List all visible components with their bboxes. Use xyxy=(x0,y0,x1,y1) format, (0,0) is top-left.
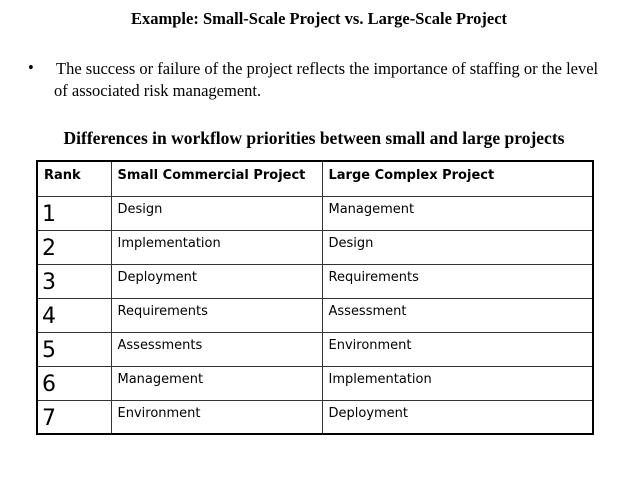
header-large-project: Large Complex Project xyxy=(321,160,594,197)
large-project-cell: Management xyxy=(321,195,594,231)
large-project-cell: Deployment xyxy=(321,399,594,435)
table-row: 7 Environment Deployment xyxy=(36,399,594,435)
slide-title: Example: Small-Scale Project vs. Large-S… xyxy=(130,9,508,28)
bullet-marker: • xyxy=(28,58,34,77)
table-row: 6 Management Implementation xyxy=(36,365,594,401)
bullet-text: The success or failure of the project re… xyxy=(54,59,599,100)
small-project-cell: Management xyxy=(110,365,323,401)
header-small-project: Small Commercial Project xyxy=(110,160,323,197)
small-project-cell: Design xyxy=(110,195,323,231)
small-project-cell: Environment xyxy=(110,399,323,435)
rank-cell: 4 xyxy=(36,297,112,333)
large-project-cell: Requirements xyxy=(321,263,594,299)
small-project-cell: Requirements xyxy=(110,297,323,333)
rank-cell: 3 xyxy=(36,263,112,299)
table-row: 3 Deployment Requirements xyxy=(36,263,594,299)
large-project-cell: Environment xyxy=(321,331,594,367)
large-project-cell: Implementation xyxy=(321,365,594,401)
table-caption: Differences in workflow priorities betwe… xyxy=(63,128,565,148)
large-project-cell: Assessment xyxy=(321,297,594,333)
table-row: 1 Design Management xyxy=(36,195,594,231)
table-row: 2 Implementation Design xyxy=(36,229,594,265)
table-row: 4 Requirements Assessment xyxy=(36,297,594,333)
small-project-cell: Implementation xyxy=(110,229,323,265)
rank-cell: 2 xyxy=(36,229,112,265)
priorities-table: Rank Small Commercial Project Large Comp… xyxy=(36,160,594,435)
rank-cell: 7 xyxy=(36,399,112,435)
small-project-cell: Deployment xyxy=(110,263,323,299)
small-project-cell: Assessments xyxy=(110,331,323,367)
header-rank: Rank xyxy=(36,160,112,197)
rank-cell: 5 xyxy=(36,331,112,367)
rank-cell: 6 xyxy=(36,365,112,401)
table-row: 5 Assessments Environment xyxy=(36,331,594,367)
rank-cell: 1 xyxy=(36,195,112,231)
large-project-cell: Design xyxy=(321,229,594,265)
table-header-row: Rank Small Commercial Project Large Comp… xyxy=(36,160,594,197)
